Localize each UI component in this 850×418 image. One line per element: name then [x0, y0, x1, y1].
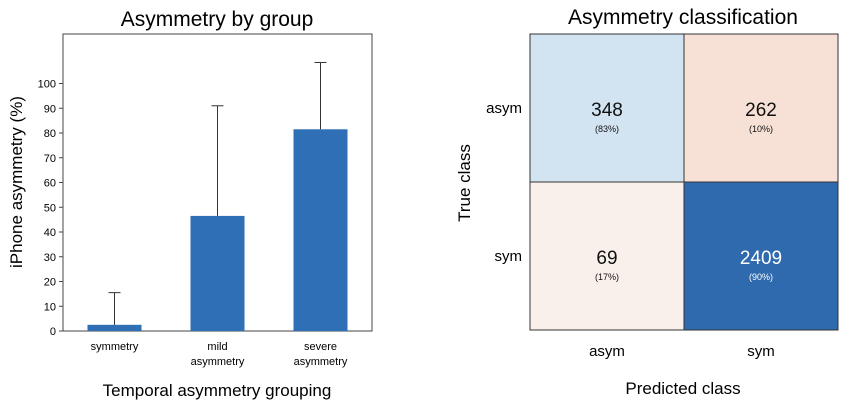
- cm-title: Asymmetry classification: [568, 6, 798, 29]
- cm-cell-percent: (90%): [749, 272, 773, 282]
- bar-chart-panel: Asymmetry by group 0 10 20 30 40 50 60 70 80 90 10…: [0, 0, 420, 413]
- cm-cell-percent: (83%): [595, 124, 619, 134]
- bar-category-label: symmetry: [91, 341, 139, 353]
- cm-x-axis-label: Predicted class: [625, 379, 740, 398]
- bar: [190, 215, 245, 331]
- bar-chart: Asymmetry by group 0 10 20 30 40 50 60 70 80 90 10…: [7, 8, 373, 400]
- cm-row-label: asym: [486, 100, 522, 117]
- bar-y-tick-label: 70: [44, 153, 56, 165]
- cm-col-label: asym: [589, 343, 625, 360]
- bar-y-tick-label: 100: [38, 79, 56, 91]
- bar-y-tick-label: 90: [44, 103, 56, 115]
- confusion-matrix-chart: Asymmetry classification 348 (83%) 262 (10%…: [455, 6, 839, 398]
- cm-cell-percent: (17%): [595, 272, 619, 282]
- cm-cell-count: 348: [591, 100, 623, 121]
- bar-chart-title: Asymmetry by group: [121, 8, 314, 31]
- cm-cell: [683, 181, 839, 331]
- cm-cell-percent: (10%): [749, 124, 773, 134]
- cm-cell: [683, 33, 839, 183]
- cm-cell-count: 69: [596, 248, 617, 269]
- bar-y-tick-label: 60: [44, 178, 56, 190]
- bar-category-label: mild: [207, 341, 227, 353]
- bar-y-tick-label: 20: [44, 277, 56, 289]
- bar-y-tick-label: 30: [44, 252, 56, 264]
- cm-row-label: sym: [495, 248, 523, 265]
- bar: [293, 129, 348, 331]
- bar-category-label: severe: [304, 341, 337, 353]
- bar: [87, 324, 142, 331]
- bar-y-tick-label: 10: [44, 301, 56, 313]
- bar-y-axis-label: iPhone asymmetry (%): [7, 96, 26, 268]
- confusion-matrix-panel: Asymmetry classification 348 (83%) 262 (10%…: [430, 0, 850, 413]
- bar-x-axis-label: Temporal asymmetry grouping: [103, 381, 332, 400]
- bar-y-tick-label: 50: [44, 202, 56, 214]
- bar-y-tick-label: 40: [44, 227, 56, 239]
- bar-y-tick-label: 0: [50, 326, 56, 338]
- bar-y-tick-label: 80: [44, 128, 56, 140]
- cm-cell-count: 2409: [740, 248, 782, 269]
- cm-cell-count: 262: [745, 100, 777, 121]
- bar-category-label: asymmetry: [191, 356, 245, 368]
- bar-category-label: asymmetry: [294, 356, 348, 368]
- cm-col-label: sym: [747, 343, 775, 360]
- cm-y-axis-label: True class: [455, 144, 474, 222]
